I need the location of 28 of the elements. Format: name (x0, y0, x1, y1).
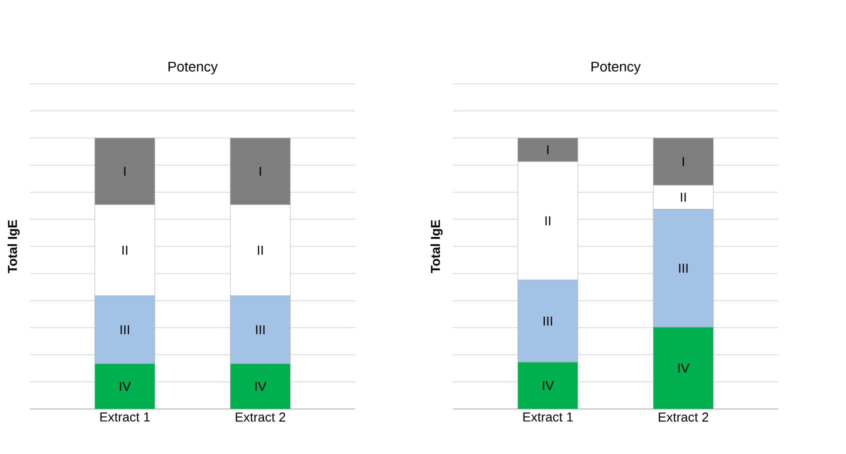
y-axis-title: Total IgE (430, 220, 443, 274)
series-label: I (124, 166, 126, 176)
bar (230, 364, 291, 409)
x-tick-label: Extract 1 (100, 412, 150, 422)
bar (653, 326, 714, 409)
text: IV (678, 364, 690, 373)
bar (94, 364, 156, 409)
text: I (260, 166, 261, 176)
text: III (544, 316, 552, 326)
x-tick-label: Extract 2 (658, 412, 708, 422)
bar (518, 362, 578, 409)
chart-title: Potency (168, 62, 218, 74)
series-label: I (547, 145, 548, 154)
text: III (120, 325, 130, 334)
text: II (545, 216, 550, 226)
y-axis-title: Total IgE (8, 220, 20, 274)
text: I (682, 157, 684, 166)
series-label: II (680, 192, 686, 202)
series-label: IV (120, 382, 131, 391)
x-tick-label: Extract 2 (236, 412, 286, 422)
series-label: III (256, 325, 265, 334)
text: II (122, 246, 128, 255)
series-label: IV (542, 381, 554, 390)
series-label: III (679, 264, 688, 273)
chart-title: Potency (592, 62, 641, 74)
x-tick-label: Extract 1 (523, 412, 573, 422)
text: IV (255, 382, 266, 391)
series-label: II (258, 246, 263, 255)
